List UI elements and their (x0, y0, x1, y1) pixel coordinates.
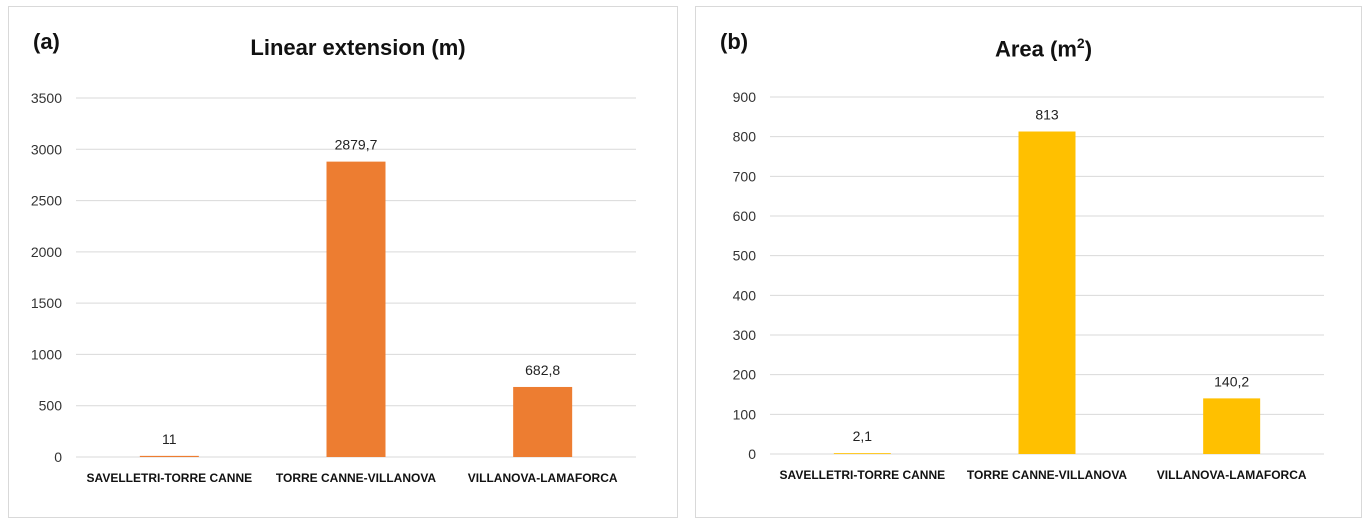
bar (139, 455, 199, 457)
y-tick-label: 2500 (31, 193, 62, 209)
bar (326, 161, 386, 457)
chart-plot-b: 0 100 200 300 400 500 600 700 800 900 2,1 SAVELLETR… (733, 89, 1324, 482)
category-label: VILLANOVA-LAMAFORCA (1157, 468, 1307, 482)
y-tick-label: 0 (748, 446, 756, 462)
category-label: VILLANOVA-LAMAFORCA (468, 471, 618, 485)
bar (1018, 131, 1076, 454)
y-tick-label: 2000 (31, 244, 62, 260)
y-tick-label: 3000 (31, 141, 62, 157)
y-tick-label: 500 (733, 248, 757, 264)
category-label: TORRE CANNE-VILLANOVA (276, 471, 437, 485)
title-prefix: Area (m (994, 36, 1077, 62)
chart-panel-b: (b) Area (m2) 0 100 200 300 400 500 600 700 800 9… (695, 6, 1362, 518)
chart-plot-a: 0 500 1000 1500 2000 2500 3000 3500 11 SAVELLETRI… (31, 90, 636, 485)
y-tick-label: 1500 (31, 295, 62, 311)
y-tick-label: 400 (733, 287, 757, 303)
data-label: 2879,7 (335, 137, 378, 153)
chart-title: Area (m2) (696, 35, 1361, 62)
title-suffix: ) (1084, 36, 1093, 62)
y-tick-label: 900 (733, 89, 757, 105)
panel-label: (b) (720, 29, 749, 54)
panel-label: (a) (33, 29, 60, 54)
bar (513, 386, 573, 457)
chart-panel-a: (a) Linear extension (m) 0 500 1000 1500 200… (8, 6, 678, 518)
y-tick-label: 100 (733, 406, 757, 422)
y-tick-label: 500 (39, 398, 63, 414)
y-tick-label: 200 (733, 367, 757, 383)
bar (1203, 398, 1261, 454)
category-label: SAVELLETRI-TORRE CANNE (87, 471, 253, 485)
title-superscript: 2 (1076, 35, 1085, 51)
y-tick-label: 800 (733, 129, 757, 145)
category-label: TORRE CANNE-VILLANOVA (967, 468, 1128, 482)
y-tick-label: 3500 (31, 90, 62, 106)
data-label: 2,1 (853, 428, 873, 444)
chart-title: Linear extension (m) (250, 35, 466, 60)
y-tick-label: 1000 (31, 346, 62, 362)
data-label: 140,2 (1214, 373, 1249, 389)
category-label: SAVELLETRI-TORRE CANNE (780, 468, 946, 482)
y-tick-label: 600 (733, 208, 757, 224)
y-tick-label: 300 (733, 327, 757, 343)
bar (833, 453, 891, 454)
y-tick-label: 0 (54, 449, 62, 465)
data-label: 11 (162, 431, 177, 447)
data-label: 813 (1035, 107, 1059, 123)
y-tick-label: 700 (733, 168, 757, 184)
data-label: 682,8 (525, 362, 560, 378)
